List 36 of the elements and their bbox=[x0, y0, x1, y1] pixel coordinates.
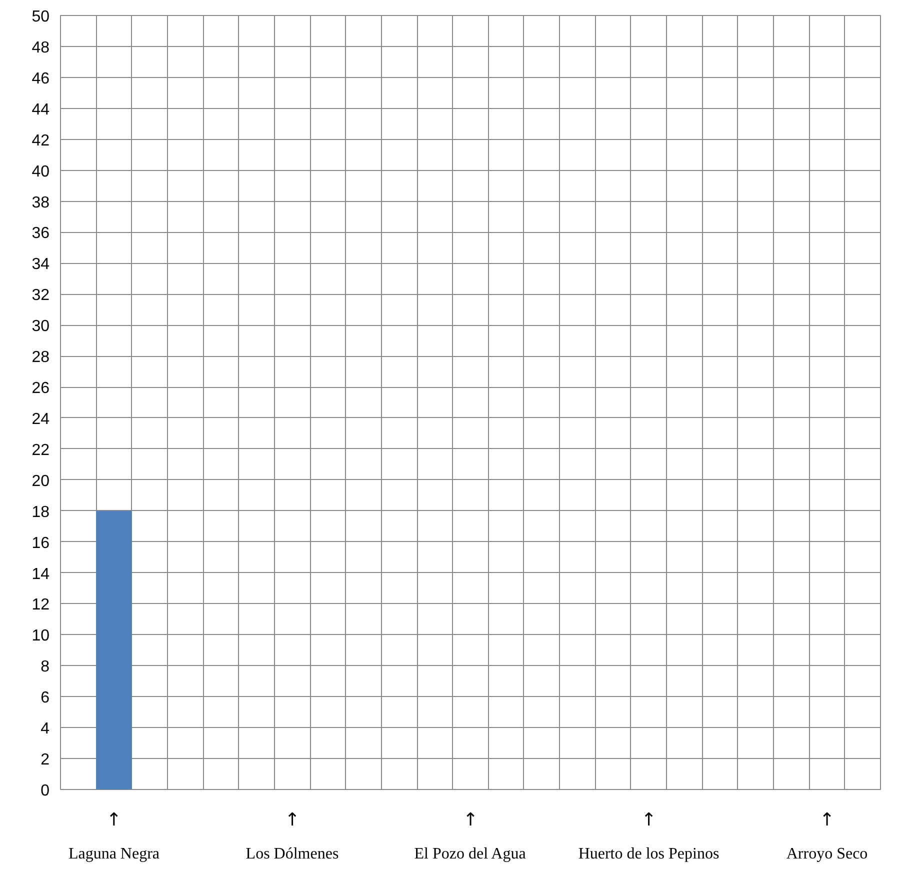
y-tick-label: 32 bbox=[32, 287, 50, 304]
y-tick-label: 10 bbox=[32, 628, 50, 645]
text: ↑ bbox=[462, 810, 478, 830]
y-tick-label: 6 bbox=[40, 690, 50, 707]
y-tick-label: 0 bbox=[40, 782, 50, 800]
text: ↑ bbox=[641, 810, 656, 830]
y-tick-label: 40 bbox=[32, 163, 50, 180]
x-tick-label: Huerto de los Pepinos bbox=[578, 846, 720, 862]
x-tick-label: El Pozo del Agua bbox=[414, 846, 526, 862]
y-tick-label: 44 bbox=[32, 101, 50, 118]
y-tick-label: 22 bbox=[32, 442, 50, 459]
y-tick-label: 20 bbox=[32, 472, 50, 490]
y-tick-label: 2 bbox=[40, 752, 50, 769]
y-tick-label: 24 bbox=[32, 410, 50, 428]
y-tick-label: 46 bbox=[32, 70, 50, 88]
y-tick-label: 8 bbox=[40, 658, 50, 676]
x-tick-label: Los Dólmenes bbox=[246, 846, 339, 862]
y-tick-label: 30 bbox=[32, 318, 50, 336]
y-tick-label: 12 bbox=[32, 596, 50, 614]
text: ↑ bbox=[284, 810, 300, 830]
y-tick-label: 34 bbox=[32, 256, 50, 274]
y-tick-label: 28 bbox=[32, 349, 50, 366]
y-tick-label: 42 bbox=[32, 132, 50, 150]
x-tick-label: Arroyo Seco bbox=[786, 846, 868, 862]
text: ↑ bbox=[819, 810, 835, 830]
text: ↑ bbox=[106, 810, 122, 830]
y-tick-label: 48 bbox=[32, 39, 50, 56]
y-tick-label: 26 bbox=[32, 380, 50, 398]
y-tick-label: 38 bbox=[32, 194, 50, 212]
y-tick-label: 36 bbox=[32, 225, 50, 242]
y-tick-label: 50 bbox=[32, 8, 50, 26]
y-tick-label: 18 bbox=[32, 504, 50, 521]
y-tick-label: 14 bbox=[32, 566, 50, 583]
x-tick-label: Laguna Negra bbox=[68, 846, 160, 862]
y-tick-label: 4 bbox=[40, 720, 50, 738]
y-tick-label: 16 bbox=[32, 534, 50, 552]
